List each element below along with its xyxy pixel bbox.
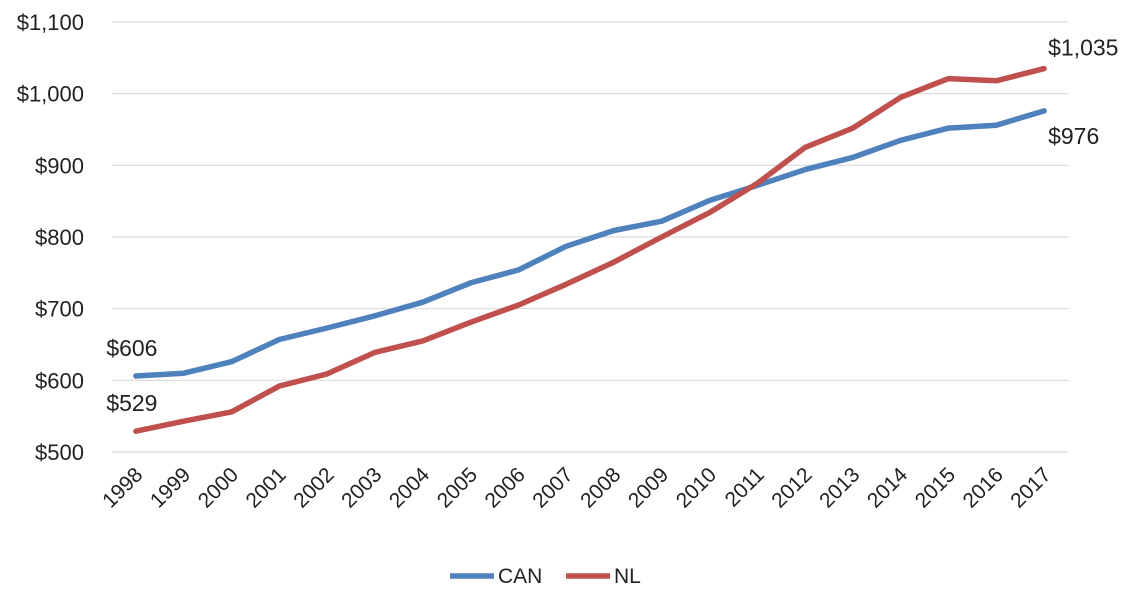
x-tick-label: 2005 [433,463,482,512]
x-axis-tick-labels: 1998199920002001200220032004200520062007… [98,463,1055,513]
data-point-can [133,373,139,379]
x-tick-label: 2000 [194,463,243,512]
data-point-can [228,359,235,365]
x-tick-label: 2014 [863,463,913,513]
data-point-can [467,280,474,286]
data-point-nl [945,76,952,82]
data-point-nl [563,281,569,287]
data-label: $606 [106,335,157,361]
x-tick-label: 2015 [911,463,960,512]
legend: CAN NL [450,565,641,588]
data-point-can [1041,108,1047,114]
series-line-nl [133,65,1047,434]
data-point-nl [276,383,282,389]
data-point-nl [802,144,808,151]
x-tick-label: 2004 [385,463,435,513]
data-point-can [181,370,187,376]
data-label: $1,035 [1048,35,1118,61]
data-point-nl [659,234,665,240]
data-point-can [515,267,521,273]
x-tick-label: 2007 [528,463,577,512]
data-point-nl [420,338,426,344]
x-tick-label: 2002 [289,463,338,512]
x-tick-label: 2011 [721,463,769,511]
data-point-nl [898,94,904,100]
data-point-can [324,325,330,331]
y-tick-label: $600 [35,368,84,393]
x-tick-label: 2010 [672,463,721,512]
data-point-nl [133,428,139,434]
data-point-can [563,243,569,249]
x-tick-label: 2016 [959,463,1008,512]
y-tick-label: $700 [35,297,84,322]
y-tick-label: $800 [35,225,84,250]
series-lines [133,65,1047,434]
x-tick-label: 2012 [767,463,816,512]
x-tick-label: 2006 [481,463,530,512]
data-point-nl [850,125,856,131]
data-point-nl [993,78,999,84]
data-point-nl [1041,65,1047,72]
data-point-can [611,227,617,234]
data-label: $976 [1048,123,1099,149]
x-tick-label: 2001 [242,463,291,512]
data-point-nl [372,349,378,355]
x-tick-label: 2003 [337,463,386,512]
series-line-can [133,108,1047,379]
data-point-can [420,299,426,305]
y-tick-label: $500 [35,440,84,465]
data-point-nl [611,259,617,265]
x-tick-label: 1998 [98,463,147,512]
data-point-nl [754,180,760,186]
legend-label-nl: NL [614,565,641,588]
y-tick-label: $1,000 [17,82,84,107]
data-point-nl [467,319,474,325]
y-tick-label: $1,100 [17,10,84,35]
data-label: $529 [106,390,157,416]
data-point-can [276,336,282,343]
legend-label-can: CAN [498,565,542,588]
data-point-can [945,125,952,131]
data-point-can [659,218,665,224]
data-point-can [993,122,999,128]
x-tick-label: 2008 [576,463,625,512]
y-tick-label: $900 [35,153,84,178]
data-point-nl [228,409,235,415]
y-axis-tick-labels: $500 $600 $700 $800 $900 $1,000 $1,100 [17,10,84,465]
data-point-nl [515,302,521,308]
x-tick-label: 2009 [624,463,673,512]
data-point-nl [324,371,330,377]
x-tick-label: 2013 [815,463,864,512]
data-point-can [802,167,808,173]
x-tick-label: 1999 [146,463,195,512]
x-tick-label: 2017 [1006,463,1055,512]
data-point-can [372,313,378,319]
data-point-nl [181,418,187,424]
data-point-can [898,137,904,143]
gridlines [112,21,1068,453]
data-point-can [850,154,856,161]
data-labels: $606 $529 $1,035 $976 [106,35,1118,417]
data-point-can [706,197,713,204]
data-point-nl [706,210,713,216]
